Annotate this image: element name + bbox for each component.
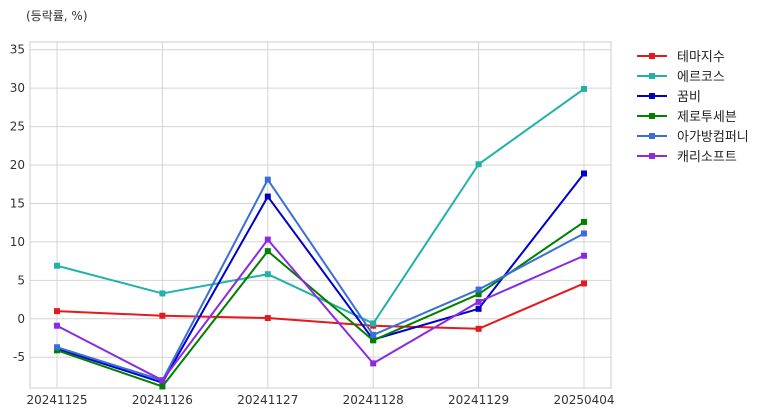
y-tick-label: 25 [10,120,25,134]
data-point [54,347,60,354]
x-tick-label: 20250404 [553,393,614,407]
legend-label: 캐리소프트 [677,150,737,165]
data-point [264,176,271,183]
data-point [370,331,377,338]
data-point [581,280,587,287]
series-line-4 [56,221,585,388]
data-point [264,236,271,243]
data-point [54,344,60,351]
legend-marker [649,53,655,59]
unit-label: (등락률, %) [26,9,88,23]
legend-marker [649,93,655,99]
data-point [581,252,587,259]
x-tick-label: 20241127 [237,393,298,407]
series-line-1 [56,282,585,330]
plot-frame [29,41,612,389]
data-point [475,298,482,305]
y-tick-label: -5 [13,350,25,364]
data-point [159,312,166,319]
y-tick-label: 35 [10,43,25,57]
data-point [370,360,377,367]
x-tick-label: 20241125 [26,393,87,407]
data-point [159,377,166,384]
data-point [264,193,271,200]
series-line-2 [56,88,585,325]
data-point [475,286,482,293]
legend-label: 꿈비 [677,90,701,105]
series-line-3 [56,172,585,384]
data-point [370,337,377,344]
data-point [54,322,60,329]
series-line-5 [56,178,585,382]
series-line-6 [56,238,585,382]
data-point [159,383,166,390]
data-point [264,248,271,255]
x-tick-label: 20241128 [343,393,404,407]
data-point [370,320,377,327]
plot-area [30,42,611,388]
legend-label: 에르코스 [677,70,725,85]
legend-marker [649,133,655,139]
data-point [475,325,482,332]
legend-marker [649,73,655,79]
y-tick-label: 30 [10,81,25,95]
legend-marker [649,113,655,119]
data-point [264,315,271,322]
legend-label: 제로투세븐 [677,110,737,125]
y-tick-label: 10 [10,235,25,249]
x-tick-label: 20241129 [448,393,509,407]
data-point [581,230,587,237]
legend-label: 아가방컴퍼니 [677,130,749,145]
legend-marker [649,153,655,159]
data-point [159,290,166,297]
data-point [475,305,482,312]
data-point [475,161,482,168]
y-tick-label: 15 [10,196,25,210]
legend-label: 테마지수 [677,50,725,65]
data-point [581,85,587,92]
data-point [264,271,271,278]
x-tick-label: 20241126 [132,393,193,407]
data-point [475,291,482,298]
data-point [581,170,587,177]
y-tick-label: 0 [17,312,25,326]
y-tick-label: 20 [10,158,25,172]
data-point [54,262,60,269]
data-point [581,218,587,225]
y-tick-label: 5 [17,273,25,287]
data-point [54,308,60,315]
